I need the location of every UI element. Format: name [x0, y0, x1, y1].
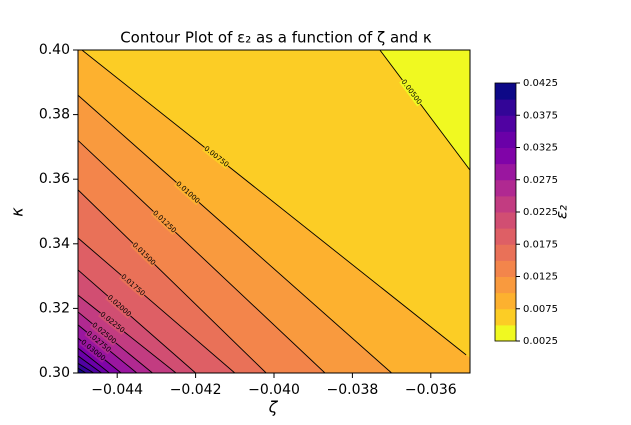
- x-tick-label: −0.038: [326, 382, 378, 398]
- contour-line: [78, 367, 87, 373]
- contour-line: [78, 237, 236, 373]
- contour-label-bg: [78, 337, 108, 363]
- colorbar-tick-label: 0.0225: [523, 207, 558, 218]
- colorbar-band: [495, 244, 516, 261]
- colorbar-band: [495, 228, 516, 245]
- colorbar-tick-label: 0.0425: [523, 78, 558, 89]
- y-tick-label: 0.34: [39, 236, 70, 252]
- contour-line: [78, 140, 326, 373]
- colorbar-tick-label: 0.0175: [523, 239, 558, 250]
- contour-line: [78, 347, 110, 373]
- contour-label-bg: [173, 179, 202, 206]
- x-tick-label: −0.044: [91, 382, 143, 398]
- colorbar-band: [495, 179, 516, 197]
- colorbar-tick-label: 0.0025: [523, 336, 558, 347]
- y-tick-label: 0.38: [39, 107, 70, 123]
- x-tick-label: −0.040: [248, 382, 300, 398]
- contour-label-bg: [118, 272, 147, 299]
- y-tick-label: 0.36: [39, 171, 70, 187]
- y-tick-label: 0.40: [39, 42, 70, 58]
- contour-label-bg: [399, 77, 424, 107]
- y-tick-label: 0.32: [39, 300, 70, 316]
- contour-line: [78, 269, 196, 373]
- colorbar-label: ε₂: [553, 205, 571, 219]
- contour-label-bg: [202, 144, 231, 170]
- colorbar-band: [495, 260, 516, 277]
- colorbar-band: [495, 308, 516, 326]
- colorbar-band: [495, 83, 516, 100]
- colorbar-band: [495, 99, 516, 116]
- colorbar-band: [495, 212, 516, 229]
- contour-label-bg: [84, 329, 113, 355]
- contour-line: [78, 94, 392, 373]
- colorbar-tick-label: 0.0125: [523, 272, 558, 283]
- contour-label-bg: [89, 320, 119, 346]
- colorbar-tick-label: 0.0375: [523, 110, 558, 121]
- colorbar-band: [495, 163, 516, 181]
- colorbar-band: [495, 292, 516, 310]
- contour-line: [78, 189, 267, 373]
- y-axis-label: κ: [8, 207, 27, 217]
- contour-line: [78, 294, 177, 373]
- colorbar-band: [495, 115, 516, 132]
- contour-label-bg: [130, 240, 158, 268]
- y-tick-label: 0.30: [39, 365, 70, 381]
- colorbar-tick-label: 0.0325: [523, 143, 558, 154]
- contour-label-bg: [105, 293, 134, 319]
- contour-line: [379, 50, 470, 171]
- contour-label-bg: [98, 309, 127, 335]
- contour-line: [78, 362, 94, 373]
- contour-line: [81, 50, 467, 356]
- colorbar-tick-label: 0.0275: [523, 175, 558, 186]
- chart-title: Contour Plot of ε₂ as a function of ζ an…: [120, 29, 432, 47]
- plot-area: 0.005000.007500.010000.012500.015000.017…: [78, 50, 470, 373]
- x-tick-label: −0.042: [170, 382, 222, 398]
- contour-line: [78, 355, 102, 373]
- colorbar-band: [495, 324, 516, 342]
- contour-label-bg: [150, 208, 179, 236]
- colorbar-band: [495, 147, 516, 165]
- x-axis-label: ζ: [268, 398, 279, 417]
- colorbar-band: [495, 276, 516, 294]
- colorbar-band: [495, 131, 516, 148]
- colorbar-tick-label: 0.0075: [523, 304, 558, 315]
- x-tick-label: −0.036: [405, 382, 457, 398]
- colorbar-band: [495, 195, 516, 213]
